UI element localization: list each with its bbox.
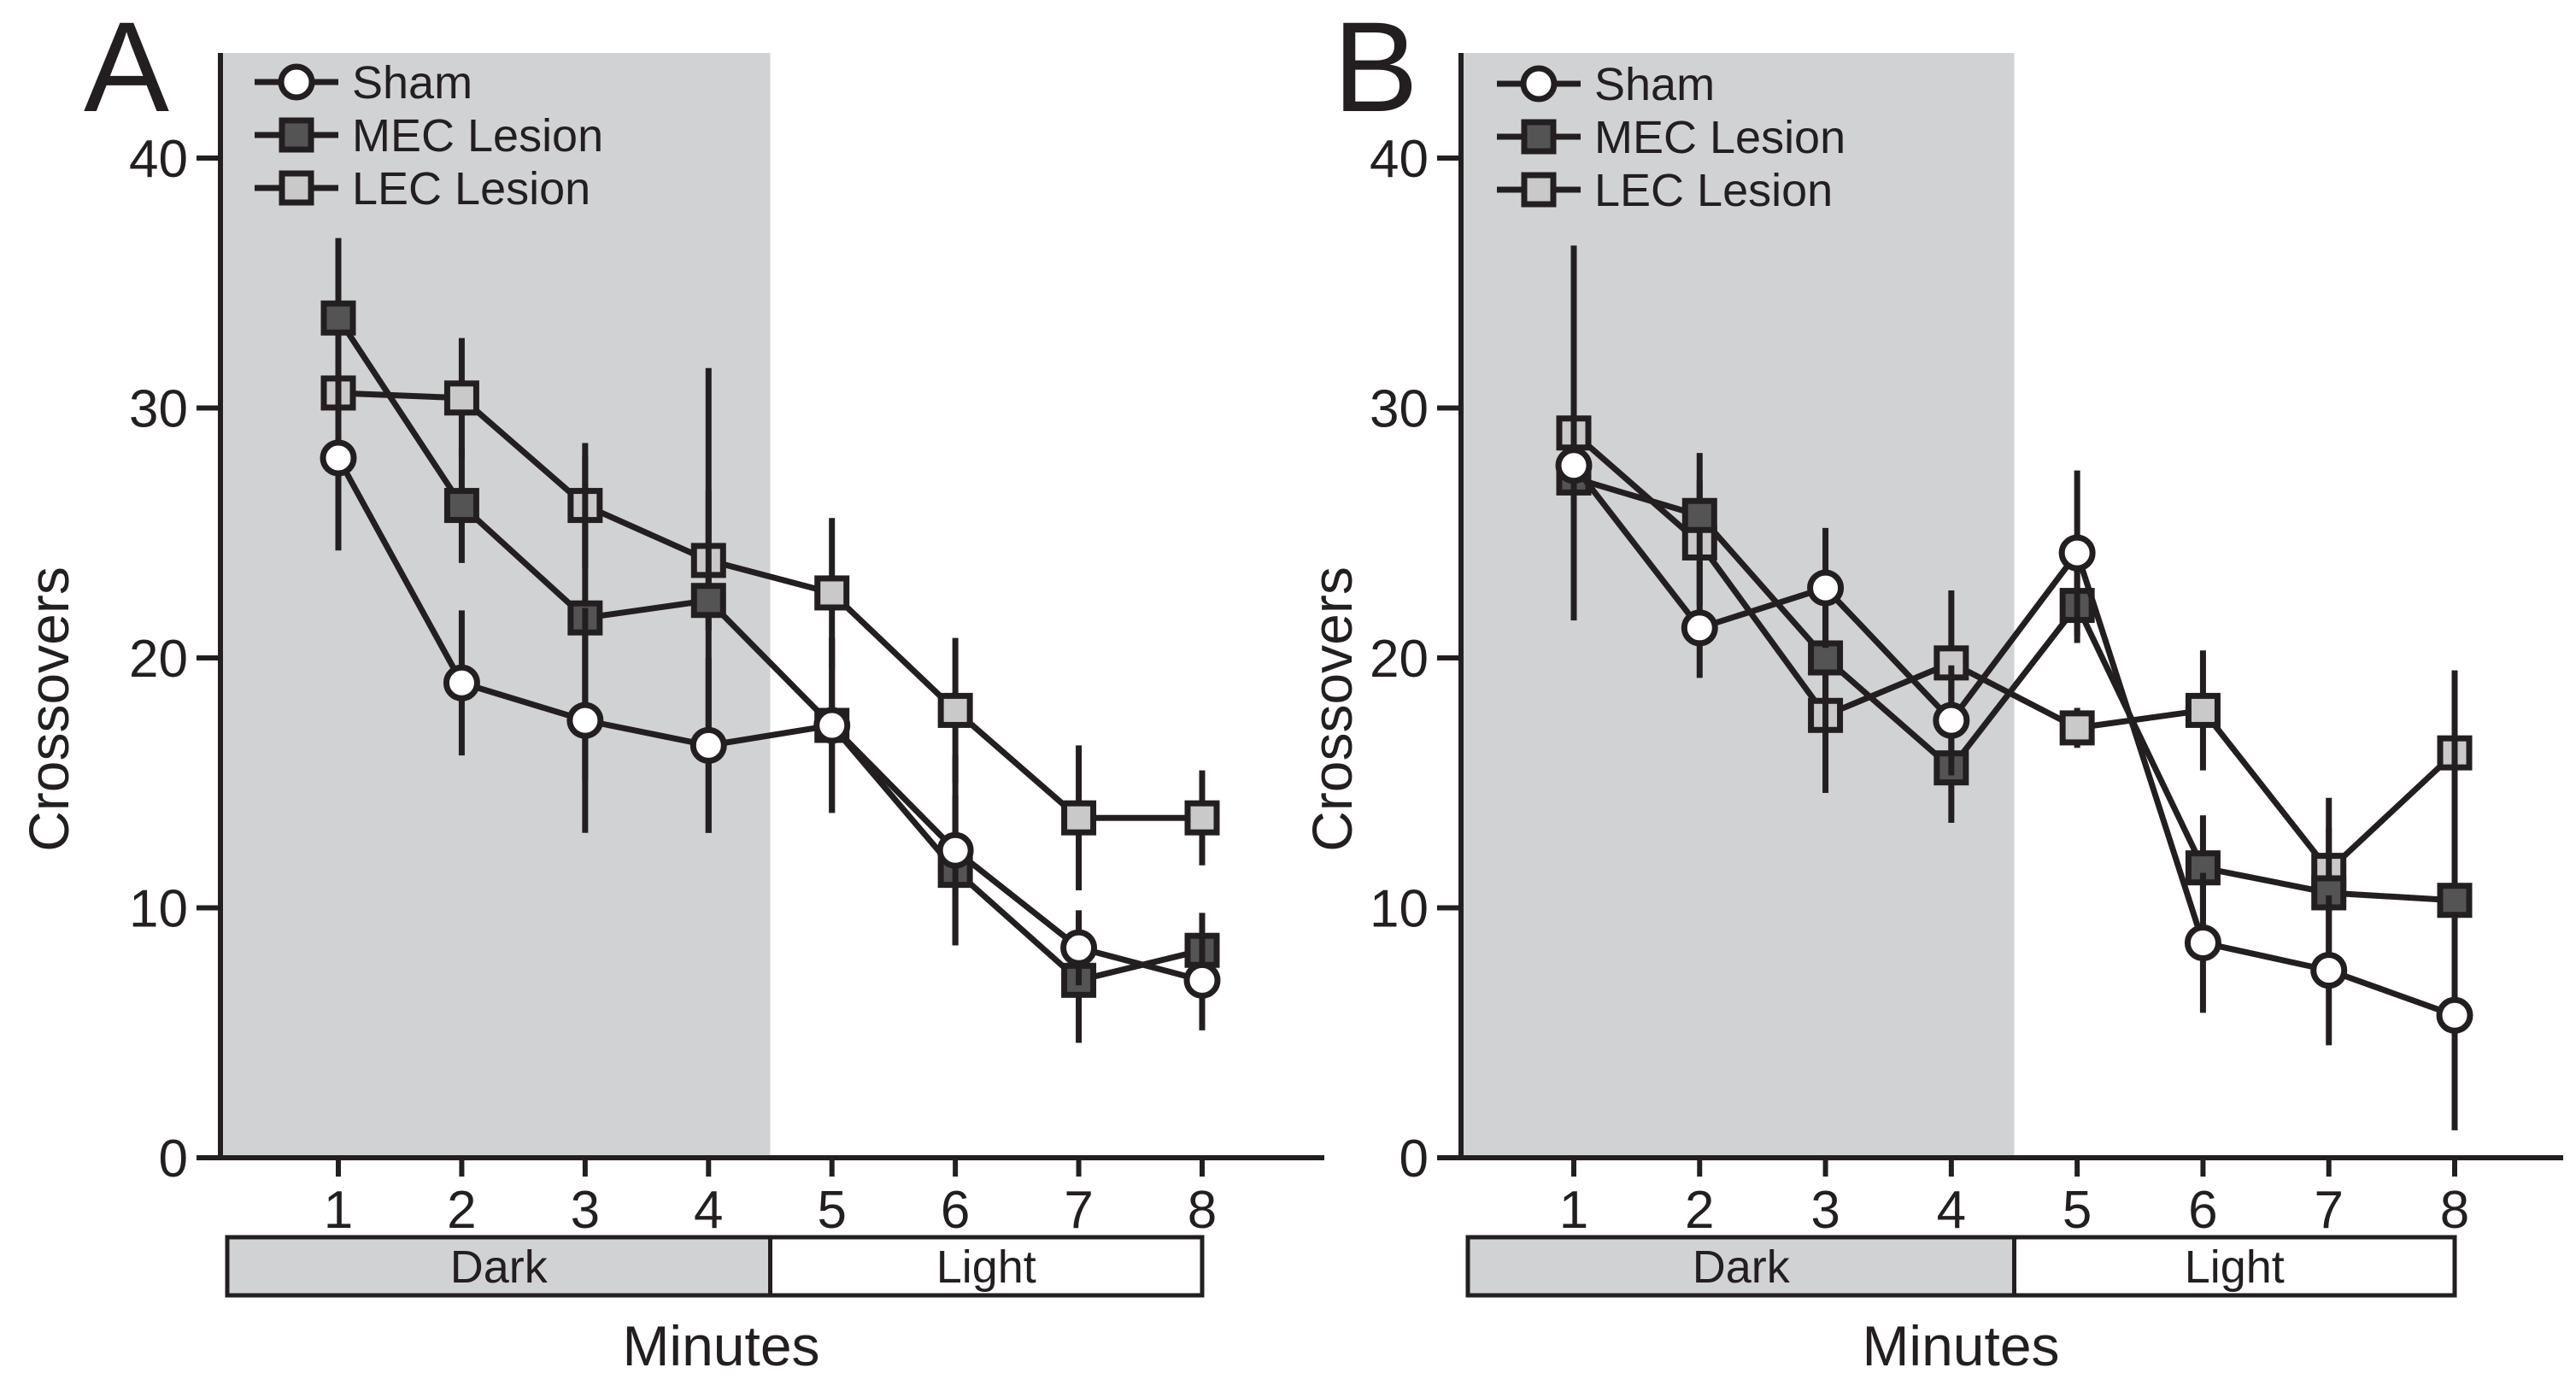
legend-label: Sham (1594, 59, 1715, 110)
legend-label: MEC Lesion (352, 110, 603, 161)
x-tick-label: 8 (1188, 1181, 1217, 1240)
data-point (690, 583, 726, 619)
legend-marker (1521, 119, 1557, 155)
data-point (2185, 692, 2221, 728)
y-tick-label: 40 (129, 130, 188, 189)
panel-a: 0 10 20 30 40 1 2 3 4 5 6 7 8 Dark Light Minutes Crossov… (17, 0, 1324, 1377)
data-point (2437, 883, 2473, 919)
data-point (566, 701, 604, 739)
series-line (336, 316, 1203, 983)
x-tick-label: 8 (2440, 1181, 2469, 1240)
x-axis-title: Minutes (622, 1314, 819, 1377)
data-point (1681, 609, 1718, 647)
x-axis-title: Minutes (1862, 1314, 2059, 1377)
x-tick-label: 4 (1937, 1181, 1966, 1240)
x-tick-label: 3 (1810, 1181, 1840, 1240)
data-point (1933, 701, 1970, 739)
condition-label: Light (2185, 1241, 2285, 1293)
x-tick-label: 6 (2188, 1181, 2217, 1240)
legend-label: MEC Lesion (1594, 112, 1845, 163)
data-point (1183, 961, 1221, 999)
data-point (813, 707, 851, 744)
y-tick-label: 30 (1370, 380, 1429, 439)
data-point (443, 664, 480, 701)
series-line (1571, 463, 2456, 1018)
data-point (2310, 952, 2348, 989)
data-point (936, 831, 974, 869)
legend-label: Sham (352, 57, 472, 109)
condition-bar-light (2012, 1235, 2457, 1298)
data-point (1555, 447, 1593, 484)
data-point (1807, 569, 1845, 607)
data-point (937, 692, 973, 728)
data-point (1681, 497, 1717, 533)
data-point (689, 726, 727, 764)
x-tick-label: 2 (1685, 1181, 1714, 1240)
y-tick-label: 0 (1399, 1130, 1429, 1189)
legend-label: LEC Lesion (1594, 165, 1833, 216)
y-tick-label: 40 (1370, 130, 1429, 189)
x-tick-label: 7 (2314, 1181, 2343, 1240)
legend-marker (279, 170, 314, 206)
y-axis-title: Crossovers (1300, 566, 1364, 852)
dark-period-shading (1461, 53, 2015, 1158)
data-point (443, 380, 479, 416)
data-point (2436, 996, 2473, 1034)
panel-b: 0 10 20 30 40 1 2 3 4 5 6 7 8 Dark Light Minutes Crossov… (1300, 0, 2563, 1377)
x-tick-label: 1 (324, 1181, 353, 1240)
series-line (337, 390, 1202, 821)
data-point (1060, 929, 1098, 966)
x-tick-label: 2 (447, 1181, 476, 1240)
legend-label: LEC Lesion (352, 163, 590, 214)
series-line (1571, 431, 2457, 874)
x-tick-label: 7 (1064, 1181, 1093, 1240)
condition-bar-light (768, 1235, 1205, 1298)
data-point (2184, 924, 2221, 961)
condition-label: Dark (450, 1241, 549, 1293)
legend-marker (278, 63, 315, 101)
data-point (2059, 710, 2095, 746)
y-tick-label: 10 (1370, 880, 1429, 939)
x-tick-label: 3 (571, 1181, 600, 1240)
series-line (1573, 475, 2456, 904)
y-tick-label: 0 (159, 1130, 188, 1189)
x-tick-label: 4 (694, 1181, 723, 1240)
panel-letter: B (1333, 0, 1418, 138)
y-tick-label: 20 (1370, 630, 1429, 689)
series-line (335, 456, 1203, 983)
panel-letter: A (84, 0, 169, 138)
data-point (320, 439, 357, 477)
data-point (814, 575, 850, 611)
x-tick-label: 1 (1559, 1181, 1588, 1240)
legend-marker (1520, 65, 1558, 103)
y-tick-label: 30 (129, 380, 188, 439)
series-sham (320, 365, 1221, 1030)
y-tick-label: 20 (129, 630, 188, 689)
data-point (320, 300, 356, 336)
data-point (1061, 800, 1097, 836)
y-tick-label: 10 (129, 880, 188, 939)
x-tick-label: 5 (2063, 1181, 2092, 1240)
x-tick-label: 6 (941, 1181, 970, 1240)
legend-marker (1521, 172, 1557, 208)
data-point (1184, 800, 1220, 836)
y-axis-title: Crossovers (17, 566, 80, 852)
series-sham (1555, 415, 2473, 1060)
data-point (443, 488, 479, 524)
condition-label: Light (936, 1241, 1036, 1293)
condition-label: Dark (1693, 1241, 1791, 1293)
legend-marker (279, 117, 314, 153)
data-point (2058, 534, 2096, 572)
x-tick-label: 5 (817, 1181, 846, 1240)
condition-bar-dark (1465, 1235, 2016, 1298)
